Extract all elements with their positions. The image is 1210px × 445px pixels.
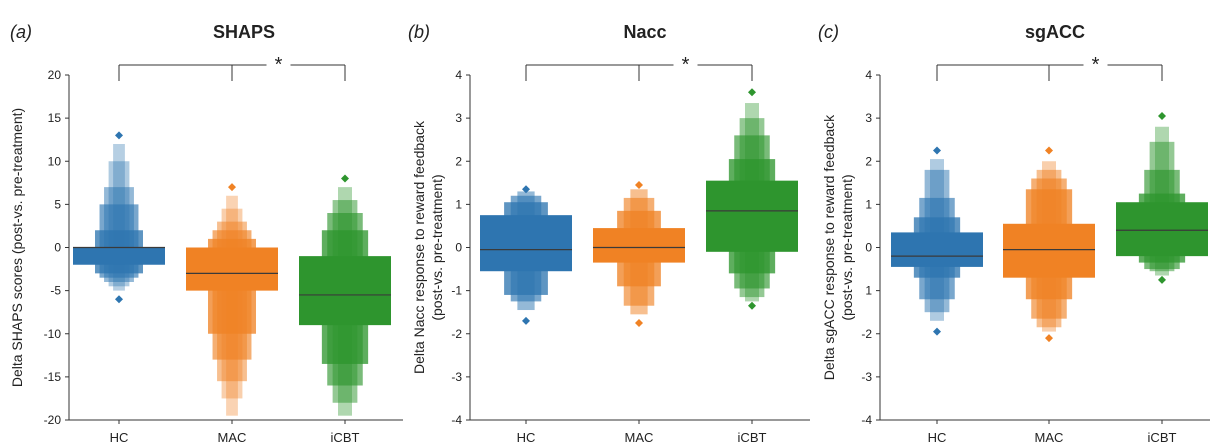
y-axis-label: Delta sgACC response to reward feedback (821, 114, 837, 380)
outlier-point (522, 185, 530, 194)
x-tick-label: MAC (1035, 430, 1064, 445)
y-axis-label: Delta Nacc response to reward feedback (411, 120, 427, 374)
outlier-point (1045, 146, 1053, 155)
y-tick-label: 4 (865, 68, 872, 82)
boxen-mac (1003, 146, 1095, 343)
boxen-level-box (706, 180, 798, 252)
outlier-point (748, 88, 756, 97)
panel-label: (c) (818, 22, 839, 42)
y-tick-label: 1 (455, 197, 462, 211)
y-tick-label: 0 (54, 241, 61, 255)
panel-label: (a) (10, 22, 32, 42)
y-tick-label: 3 (455, 111, 462, 125)
y-tick-label: -5 (50, 284, 61, 298)
outlier-point (1158, 111, 1166, 120)
outlier-point (115, 131, 123, 140)
boxen-level-box (891, 232, 983, 267)
y-tick-label: -4 (861, 413, 872, 427)
boxen-level-box (1003, 223, 1095, 278)
boxen-hc (891, 146, 983, 336)
x-tick-label: HC (110, 430, 129, 445)
boxen-hc (73, 131, 165, 304)
panel-label: (b) (408, 22, 430, 42)
significance-star: * (275, 54, 283, 76)
y-tick-label: -3 (861, 370, 872, 384)
y-tick-label: 2 (865, 154, 872, 168)
y-tick-label: 1 (865, 197, 872, 211)
y-tick-label: 5 (54, 197, 61, 211)
y-tick-label: 3 (865, 111, 872, 125)
panel-title: Nacc (623, 22, 666, 42)
significance-bracket: * (525, 54, 753, 81)
outlier-point (635, 318, 643, 327)
y-tick-label: 2 (455, 154, 462, 168)
panel-title: SHAPS (213, 22, 275, 42)
panel-nacc: (b) Nacc -4 -3 -2 -1 0 1 2 3 4 Delta Nacc response … (408, 22, 810, 445)
boxen-mac (186, 183, 278, 416)
boxen-level-box (186, 247, 278, 291)
y-tick-label: 4 (455, 68, 462, 82)
x-tick-label: MAC (625, 430, 654, 445)
boxen-hc (480, 185, 572, 325)
x-tick-label: HC (928, 430, 947, 445)
y-tick-label: 20 (48, 68, 62, 82)
y-tick-label: -2 (451, 327, 462, 341)
outlier-point (115, 295, 123, 304)
boxen-icbt (1116, 111, 1208, 284)
outlier-point (1158, 275, 1166, 284)
y-axis-label: (post-vs. pre-treatment) (429, 174, 445, 320)
y-tick-label: 10 (48, 154, 62, 168)
outlier-point (228, 183, 236, 192)
panel-title: sgACC (1025, 22, 1085, 42)
outlier-point (933, 146, 941, 155)
y-tick-label: -15 (44, 370, 62, 384)
y-tick-label: -10 (44, 327, 62, 341)
significance-bracket: * (936, 54, 1163, 81)
y-tick-label: -3 (451, 370, 462, 384)
y-tick-label: -20 (44, 413, 62, 427)
significance-bracket: * (118, 54, 346, 81)
y-tick-label: 0 (455, 241, 462, 255)
boxen-mac (593, 180, 685, 327)
boxen-level-box (593, 228, 685, 263)
x-tick-label: MAC (218, 430, 247, 445)
panel-shaps: (a) SHAPS -20 -15 -10 -5 0 5 10 15 20 Delta SHAPS s… (9, 22, 403, 445)
boxen-icbt (706, 88, 798, 310)
x-tick-label: iCBT (738, 430, 767, 445)
x-tick-label: HC (517, 430, 536, 445)
significance-star: * (682, 54, 690, 76)
y-tick-label: -4 (451, 413, 462, 427)
y-axis-label: Delta SHAPS scores (post-vs. pre-treatme… (9, 108, 25, 387)
y-tick-label: 1 (865, 284, 872, 298)
boxen-level-box (73, 247, 165, 265)
boxen-level-box (299, 256, 391, 326)
boxen-level-box (480, 215, 572, 272)
y-tick-label: -2 (861, 327, 872, 341)
x-tick-label: iCBT (331, 430, 360, 445)
outlier-point (933, 327, 941, 336)
boxen-level-box (1116, 202, 1208, 257)
y-tick-label: -1 (451, 284, 462, 298)
outlier-point (522, 316, 530, 325)
y-axis-label: (post-vs. pre-treatment) (839, 174, 855, 320)
panel-sgacc: (c) sgACC -4 -3 -2 1 0 1 2 3 4 Delta sgACC response… (818, 22, 1210, 445)
outlier-point (635, 180, 643, 189)
y-tick-label: 15 (48, 111, 62, 125)
outlier-point (1045, 334, 1053, 343)
significance-star: * (1092, 54, 1100, 76)
boxen-icbt (299, 174, 391, 416)
y-tick-label: 0 (865, 241, 872, 255)
outlier-point (341, 174, 349, 183)
outlier-point (748, 301, 756, 310)
x-tick-label: iCBT (1148, 430, 1177, 445)
